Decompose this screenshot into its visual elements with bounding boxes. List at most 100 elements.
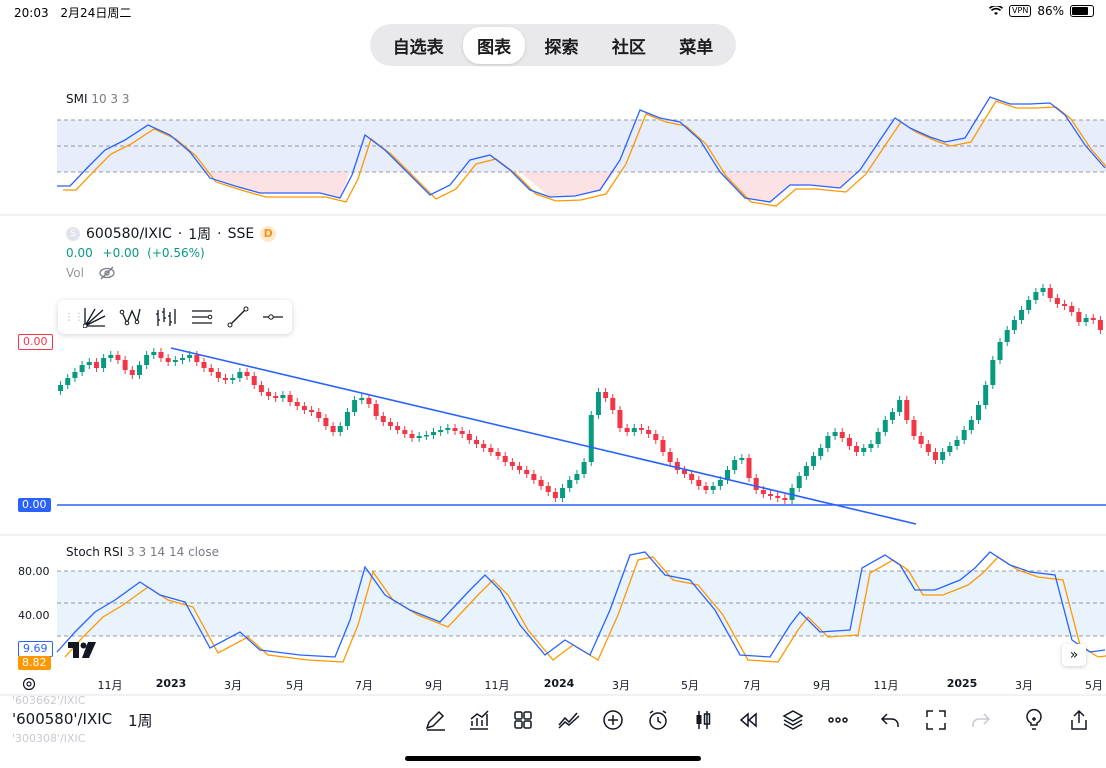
stoch-d-value: 8.82	[18, 656, 51, 670]
candle-body-111	[854, 446, 860, 452]
candle-body-122	[932, 452, 938, 460]
candle-body-131	[997, 342, 1003, 360]
volume-legend[interactable]: Vol	[66, 266, 116, 280]
candle-body-0	[58, 385, 64, 391]
candle-body-83	[653, 434, 659, 440]
candle-body-110	[846, 438, 852, 446]
nav-tab-3[interactable]: 社区	[611, 37, 646, 58]
smi-signal-line	[63, 100, 1106, 207]
undo-icon[interactable]	[875, 706, 905, 734]
symbol-next[interactable]: '300308'/IXIC	[12, 732, 86, 745]
candle-body-93	[725, 470, 731, 480]
horizontal-ray-icon[interactable]	[260, 304, 286, 330]
trend-line-icon[interactable]	[225, 304, 251, 330]
smi-oversold-fill-1	[520, 172, 615, 197]
candle-body-56	[459, 431, 465, 434]
nav-tab-1[interactable]: 图表	[463, 26, 526, 64]
candle-body-100	[775, 496, 781, 498]
interval-label: 1周	[188, 227, 212, 243]
elliott-wave-icon[interactable]	[118, 304, 144, 330]
smi-line	[57, 96, 1106, 203]
candle-body-129	[983, 385, 989, 405]
candle-body-48	[402, 430, 408, 434]
candle-body-14	[158, 352, 164, 358]
candle-body-37	[323, 418, 329, 426]
layers-icon[interactable]	[778, 706, 808, 734]
candle-body-101	[782, 498, 788, 500]
smi-legend[interactable]: SMI 10 3 3	[66, 92, 130, 106]
stoch-d-line	[64, 556, 1106, 663]
candle-body-139	[1054, 298, 1060, 304]
candle-body-88	[689, 474, 695, 480]
candle-body-52	[430, 432, 436, 435]
fullscreen-icon[interactable]	[921, 706, 951, 734]
nav-tab-2[interactable]: 探索	[544, 37, 579, 58]
candle-body-96	[746, 458, 752, 478]
replay-icon[interactable]	[733, 706, 763, 734]
candle-body-107	[825, 436, 831, 448]
candle-body-18	[187, 355, 193, 358]
pen-icon[interactable]	[420, 706, 450, 734]
candle-body-17	[179, 358, 185, 360]
candle-body-30	[273, 396, 279, 398]
layouts-icon[interactable]	[508, 706, 538, 734]
time-tick-14: 3月	[1015, 679, 1033, 692]
main-nav: 自选表 图表 探索 社区 菜单	[370, 24, 736, 66]
candle-body-8	[115, 355, 121, 360]
compare-icon[interactable]	[554, 706, 584, 734]
idea-icon[interactable]	[1019, 706, 1049, 734]
candles-icon[interactable]	[688, 706, 718, 734]
symbol-prev[interactable]: '603662'/IXIC	[12, 694, 86, 707]
candle-body-11	[136, 365, 142, 375]
candle-body-135	[1026, 300, 1032, 310]
candle-body-55	[452, 428, 458, 431]
candle-body-44	[373, 404, 379, 416]
nav-tab-4[interactable]: 菜单	[679, 37, 714, 58]
candle-body-138	[1047, 288, 1053, 298]
candle-body-72	[574, 474, 580, 480]
indicators-icon[interactable]	[464, 706, 494, 734]
share-icon[interactable]	[1064, 706, 1094, 734]
candle-body-41	[352, 400, 358, 412]
tradingview-logo[interactable]	[68, 642, 98, 658]
candle-body-21	[208, 368, 214, 372]
candle-body-74	[588, 415, 594, 462]
candle-body-121	[925, 444, 931, 452]
more-icon[interactable]	[823, 706, 853, 734]
scroll-to-latest-button[interactable]: »	[1062, 644, 1086, 666]
settings-icon[interactable]	[22, 677, 36, 691]
nav-tab-0[interactable]: 自选表	[392, 37, 444, 58]
candle-body-6	[101, 358, 107, 368]
pitchfan-icon[interactable]	[82, 304, 108, 330]
bars-pattern-icon[interactable]	[153, 304, 179, 330]
smi-band	[57, 120, 1106, 172]
smi-name: SMI	[66, 92, 88, 106]
candle-body-2	[72, 372, 78, 378]
add-icon[interactable]	[598, 706, 628, 734]
candle-body-84	[660, 440, 666, 452]
candle-body-78	[617, 410, 623, 428]
candle-body-28	[258, 385, 264, 392]
candle-body-49	[409, 434, 415, 438]
price-change: +0.00	[102, 246, 140, 260]
chart-canvas[interactable]	[0, 80, 1106, 698]
candle-body-119	[911, 420, 917, 436]
horizontal-lines-icon[interactable]	[189, 304, 215, 330]
symbol-legend[interactable]: S 600580/IXIC · 1周 · SSE D	[66, 224, 277, 244]
candle-body-39	[337, 426, 343, 432]
stoch-legend[interactable]: Stoch RSI 3 3 14 14 close	[66, 545, 219, 559]
symbol-selector[interactable]: '600580'/IXIC	[12, 710, 113, 728]
drag-handle-icon[interactable]: ⋮⋮	[64, 311, 84, 323]
redo-icon[interactable]	[966, 706, 996, 734]
time-tick-2: 3月	[224, 679, 242, 692]
alert-icon[interactable]	[643, 706, 673, 734]
status-indicators: VPN 86%	[989, 4, 1094, 18]
interval-selector[interactable]: 1周	[128, 712, 153, 730]
candle-body-1	[65, 378, 71, 385]
time-tick-5: 9月	[425, 679, 443, 692]
smi-params: 10 3 3	[91, 92, 130, 106]
candle-body-38	[330, 426, 336, 432]
symbol-logo: S	[66, 227, 80, 241]
candle-body-45	[380, 416, 386, 422]
eye-off-icon[interactable]	[98, 266, 116, 280]
